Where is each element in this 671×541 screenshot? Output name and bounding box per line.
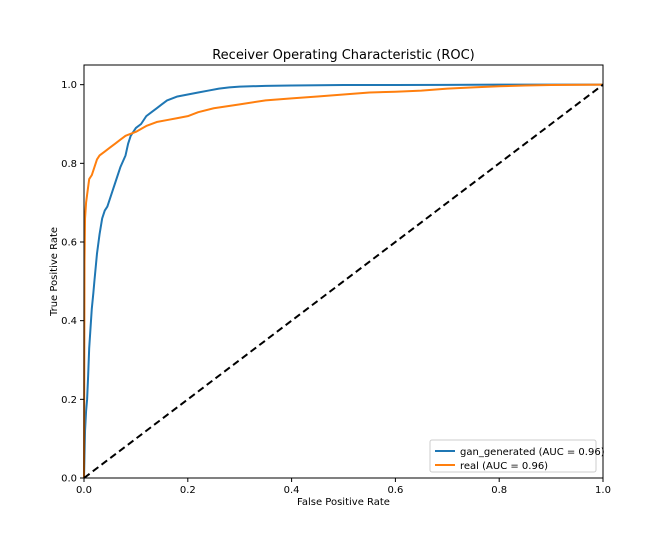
real-roc-line <box>83 83 604 479</box>
legend-label-real: real (AUC = 0.96) <box>460 461 548 472</box>
x-tick-label: 0.4 <box>284 485 300 496</box>
series-layer <box>83 83 604 479</box>
x-tick-label: 0.2 <box>180 485 196 496</box>
y-tick-label: 0.8 <box>61 159 77 170</box>
legend: gan_generated (AUC = 0.96) real (AUC = 0… <box>429 439 605 473</box>
plot-frame <box>84 65 603 478</box>
y-tick-label: 0.6 <box>61 238 77 249</box>
chart-title: Receiver Operating Characteristic (ROC) <box>212 48 475 63</box>
y-tick-label: 0.2 <box>61 395 77 406</box>
plot-area <box>83 64 604 479</box>
x-tick-label: 0.6 <box>387 485 403 496</box>
x-axis: 0.0 0.2 0.4 0.6 0.8 1.0 <box>76 478 611 496</box>
y-tick-label: 1.0 <box>61 80 77 91</box>
x-tick-label: 1.0 <box>595 485 611 496</box>
chance-diagonal-line <box>83 83 604 479</box>
plot-border <box>83 64 604 479</box>
legend-box <box>429 439 597 473</box>
y-axis: 0.0 0.2 0.4 0.6 0.8 1.0 <box>61 80 84 485</box>
y-tick-label: 0.4 <box>61 316 77 327</box>
y-axis-label: True Positive Rate <box>49 227 60 317</box>
x-tick-label: 0.8 <box>491 485 507 496</box>
x-tick-label: 0.0 <box>76 485 92 496</box>
y-tick-label: 0.0 <box>61 474 77 485</box>
legend-label-gan-generated: gan_generated (AUC = 0.96) <box>460 447 605 458</box>
gan-generated-roc-line <box>83 83 603 479</box>
x-axis-label: False Positive Rate <box>297 497 390 508</box>
